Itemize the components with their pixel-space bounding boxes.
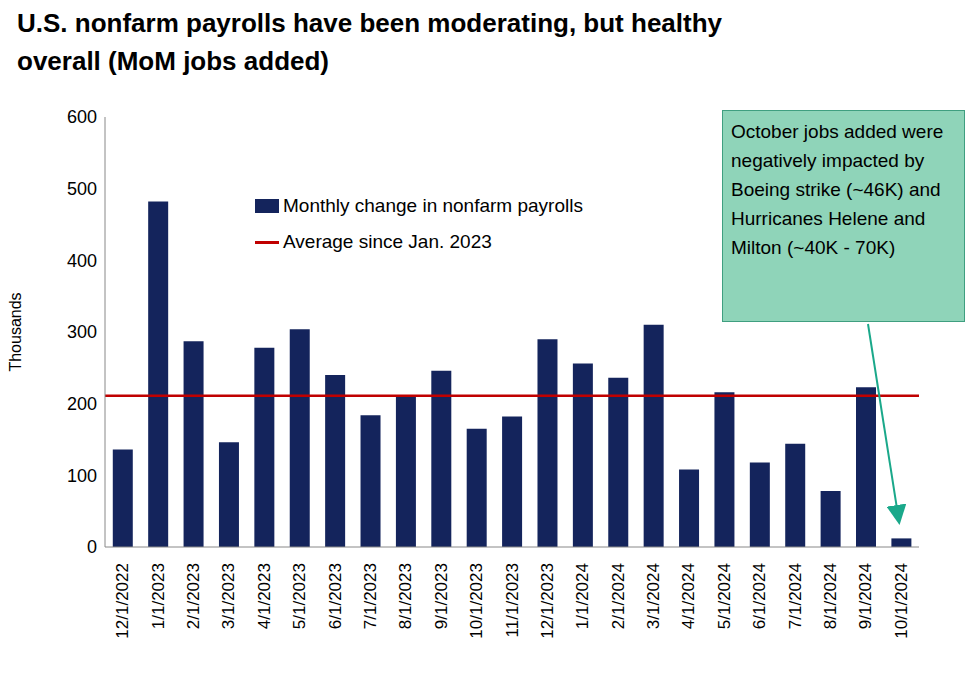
svg-text:6/1/2023: 6/1/2023 xyxy=(326,563,345,629)
svg-text:100: 100 xyxy=(67,466,97,486)
svg-text:1/1/2024: 1/1/2024 xyxy=(573,563,592,629)
svg-text:12/1/2023: 12/1/2023 xyxy=(538,563,557,639)
svg-text:3/1/2023: 3/1/2023 xyxy=(219,563,238,629)
html-text:Average since Jan. 2023: Average since Jan. 2023 xyxy=(283,231,492,252)
svg-text:4/1/2024: 4/1/2024 xyxy=(679,563,698,629)
svg-text:10/1/2024: 10/1/2024 xyxy=(892,563,911,639)
html-text:Monthly change in nonfarm payr: Monthly change in nonfarm payrolls xyxy=(283,195,583,216)
svg-text:Thousands: Thousands xyxy=(8,292,24,371)
svg-text:400: 400 xyxy=(67,251,97,271)
svg-text:6/1/2024: 6/1/2024 xyxy=(750,563,769,629)
svg-text:2/1/2024: 2/1/2024 xyxy=(609,563,628,629)
svg-text:500: 500 xyxy=(67,179,97,199)
svg-text:4/1/2023: 4/1/2023 xyxy=(255,563,274,629)
svg-text:10/1/2023: 10/1/2023 xyxy=(467,563,486,639)
svg-text:0: 0 xyxy=(87,537,97,557)
svg-text:5/1/2024: 5/1/2024 xyxy=(715,563,734,629)
svg-text:3/1/2024: 3/1/2024 xyxy=(644,563,663,629)
svg-text:7/1/2024: 7/1/2024 xyxy=(786,563,805,629)
html-text:October jobs added were negati: October jobs added were negatively impac… xyxy=(731,121,944,258)
svg-text:8/1/2024: 8/1/2024 xyxy=(821,563,840,629)
html-text:U.S. nonfarm payrolls have bee: U.S. nonfarm payrolls have been moderati… xyxy=(17,8,722,76)
svg-text:200: 200 xyxy=(67,394,97,414)
svg-text:7/1/2023: 7/1/2023 xyxy=(361,563,380,629)
svg-text:12/1/2022: 12/1/2022 xyxy=(113,563,132,639)
svg-text:9/1/2024: 9/1/2024 xyxy=(856,563,875,629)
svg-text:300: 300 xyxy=(67,322,97,342)
svg-text:2/1/2023: 2/1/2023 xyxy=(184,563,203,629)
svg-text:1/1/2023: 1/1/2023 xyxy=(149,563,168,629)
svg-text:11/1/2023: 11/1/2023 xyxy=(503,563,522,637)
svg-text:8/1/2023: 8/1/2023 xyxy=(396,563,415,629)
svg-text:5/1/2023: 5/1/2023 xyxy=(290,563,309,629)
svg-text:9/1/2023: 9/1/2023 xyxy=(432,563,451,629)
svg-text:600: 600 xyxy=(67,107,97,127)
